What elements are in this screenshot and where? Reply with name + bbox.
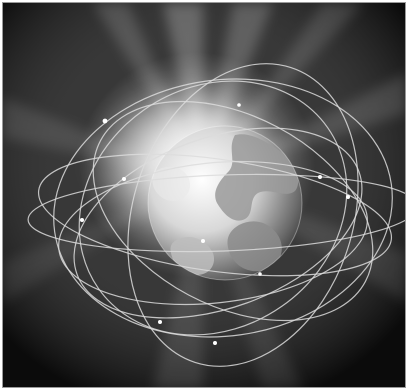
orbit-nodes xyxy=(80,103,350,345)
continents xyxy=(152,134,299,275)
orbit-rings xyxy=(27,63,405,367)
globe-illustration xyxy=(3,3,405,387)
globe xyxy=(147,125,303,281)
photo-frame xyxy=(2,2,406,388)
